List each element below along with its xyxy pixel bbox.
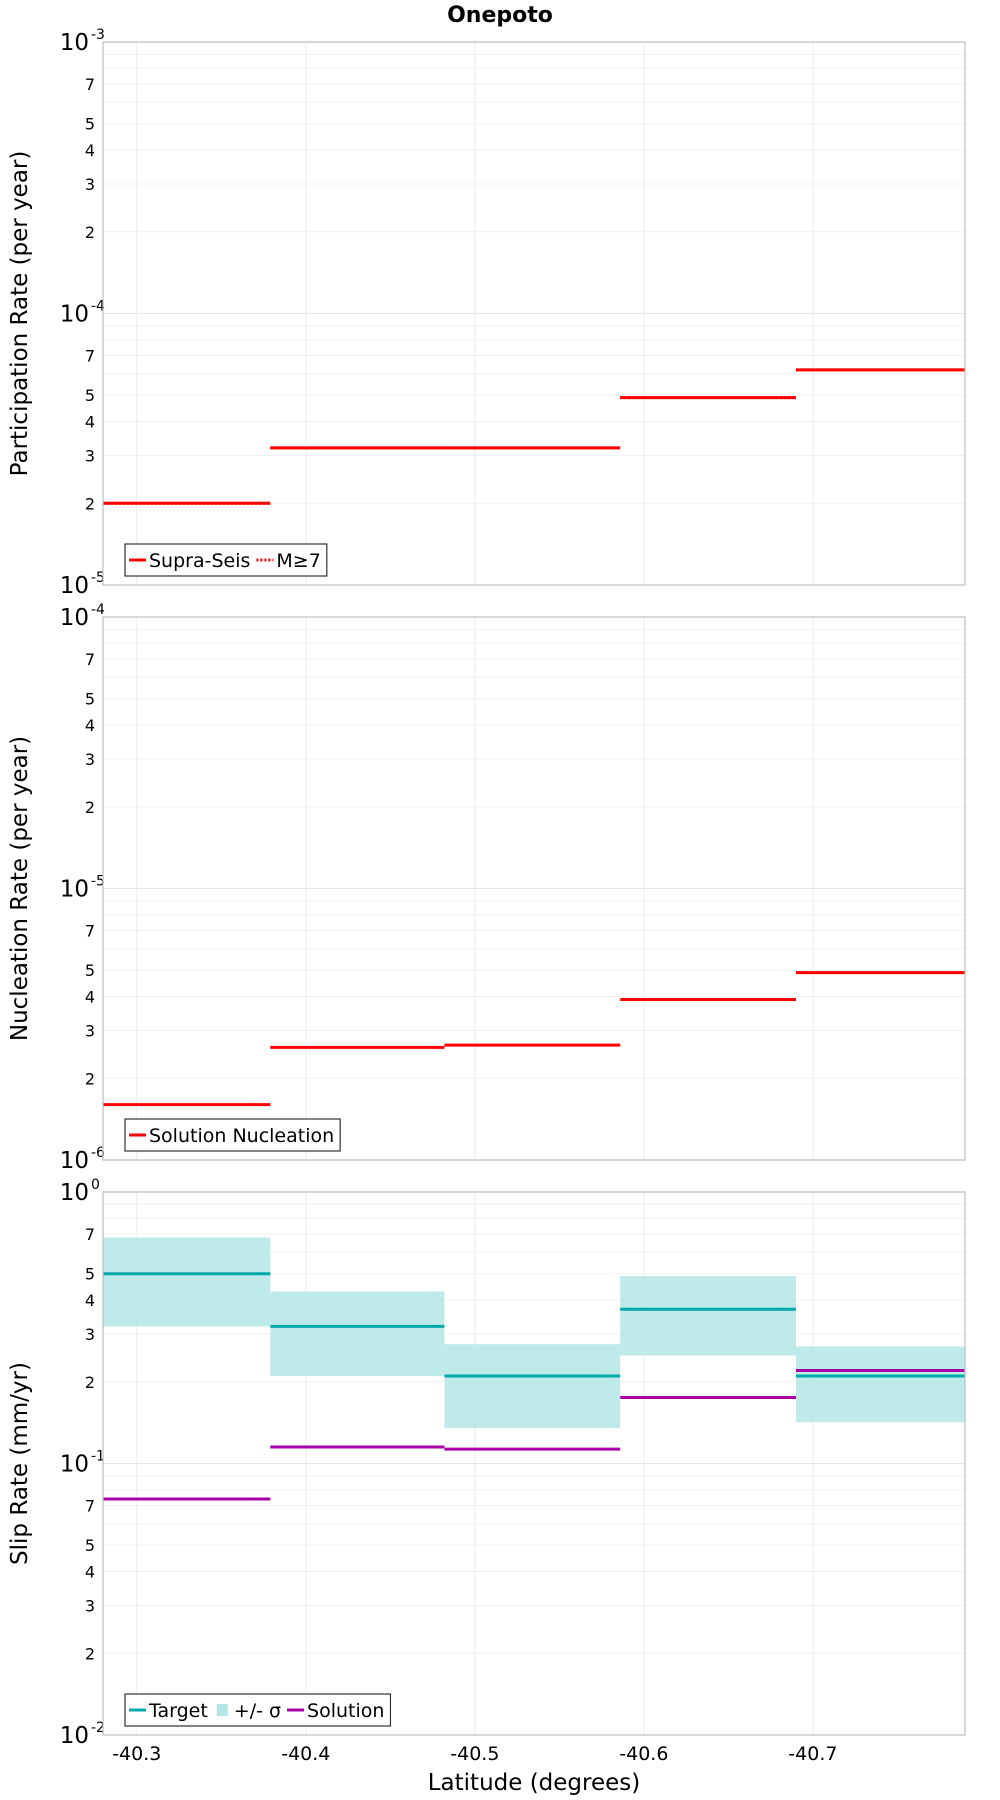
y-tick-label: 5 (85, 961, 95, 980)
y-tick-label: 4 (85, 1563, 95, 1582)
y-tick-exponent: -5 (91, 874, 105, 890)
x-tick-label: -40.4 (281, 1743, 330, 1765)
y-tick-label: 3 (85, 750, 95, 769)
y-tick-exponent: -1 (91, 1449, 105, 1465)
y-tick-label: 4 (85, 716, 95, 735)
legend-label: Solution (307, 1700, 384, 1722)
y-tick-exponent: 0 (91, 1177, 100, 1193)
y-tick-label: 2 (85, 223, 95, 242)
legend-box (124, 1693, 392, 1727)
figure-title: Onepoto (447, 3, 553, 28)
y-tick-label: 7 (85, 75, 95, 94)
x-axis-label: Latitude (degrees) (428, 1770, 641, 1796)
y-tick-label: 3 (85, 1021, 95, 1040)
y-tick-label: 10 (60, 30, 89, 56)
y-tick-label: 3 (85, 446, 95, 465)
legend-label: +/- σ (234, 1700, 281, 1722)
plot-frame (102, 41, 966, 586)
y-tick-label: 7 (85, 650, 95, 669)
y-tick-label: 2 (85, 798, 95, 817)
y-tick-exponent: -6 (91, 1145, 105, 1161)
legend-box (124, 543, 328, 577)
legend: Solution Nucleation (124, 1118, 341, 1152)
y-tick-label: 3 (85, 1325, 95, 1344)
y-tick-label: 10 (60, 302, 89, 328)
sigma-band (103, 1237, 271, 1327)
x-tick-label: -40.5 (450, 1743, 499, 1765)
y-tick-label: 2 (85, 494, 95, 513)
y-tick-label: 2 (85, 1644, 95, 1663)
sigma-band (270, 1291, 445, 1377)
y-tick-label: 3 (85, 1596, 95, 1615)
y-tick-label: 10 (60, 1452, 89, 1478)
y-tick-label: 4 (85, 988, 95, 1007)
y-tick-exponent: -3 (91, 27, 105, 43)
x-tick-label: -40.3 (112, 1743, 161, 1765)
sigma-band (620, 1276, 796, 1356)
legend-swatch (216, 1704, 228, 1716)
y-tick-label: 7 (85, 347, 95, 366)
y-tick-exponent: -2 (91, 1720, 105, 1736)
plot-frame (102, 1191, 966, 1736)
legend-label: M≥7 (276, 550, 320, 572)
y-tick-label: 10 (60, 1180, 89, 1206)
y-tick-label: 4 (85, 141, 95, 160)
y-tick-label: 10 (60, 877, 89, 903)
y-tick-label: 4 (85, 1291, 95, 1310)
y-tick-label: 4 (85, 413, 95, 432)
y-tick-label: 7 (85, 1497, 95, 1516)
x-tick-label: -40.6 (619, 1743, 668, 1765)
y-tick-label: 5 (85, 386, 95, 405)
legend: Supra-Seis M≥7 (124, 543, 328, 577)
y-tick-label: 5 (85, 1536, 95, 1555)
sigma-band (444, 1344, 621, 1429)
y-tick-label: 5 (85, 115, 95, 134)
y-tick-label: 10 (60, 1723, 89, 1749)
y-tick-exponent: -5 (91, 570, 105, 586)
y-tick-label: 3 (85, 175, 95, 194)
y-tick-label: 2 (85, 1069, 95, 1088)
y-tick-label: 5 (85, 1265, 95, 1284)
legend: Target +/- σ Solution (124, 1693, 392, 1727)
plot-frame (102, 616, 966, 1161)
legend-box (124, 1118, 341, 1152)
y-tick-label: 10 (60, 1148, 89, 1174)
legend-label: Solution Nucleation (149, 1125, 334, 1147)
y-tick-exponent: -4 (91, 602, 105, 618)
y-tick-label: 10 (60, 605, 89, 631)
legend-label: Target (148, 1700, 208, 1722)
x-tick-label: -40.7 (788, 1743, 837, 1765)
y-axis-label: Nucleation Rate (per year) (7, 736, 33, 1041)
y-tick-label: 2 (85, 1373, 95, 1392)
y-tick-label: 5 (85, 690, 95, 709)
y-axis-label: Slip Rate (mm/yr) (7, 1362, 33, 1565)
y-tick-label: 10 (60, 573, 89, 599)
y-tick-label: 7 (85, 1225, 95, 1244)
sigma-band (795, 1346, 965, 1423)
legend-label: Supra-Seis (149, 550, 250, 572)
y-tick-label: 7 (85, 922, 95, 941)
y-tick-exponent: -4 (91, 299, 105, 315)
y-axis-label: Participation Rate (per year) (7, 151, 33, 477)
